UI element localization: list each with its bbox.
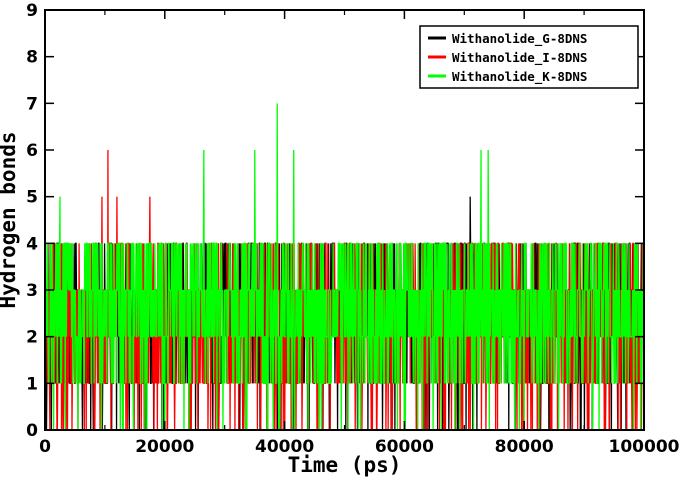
y-tick-label: 8	[26, 48, 38, 68]
y-tick-label: 1	[26, 374, 38, 394]
x-tick-label: 100000	[609, 437, 680, 457]
x-tick-label: 0	[39, 437, 51, 457]
legend-label-k: Withanolide_K-8DNS	[452, 69, 587, 85]
series-line-3	[44, 103, 644, 431]
x-axis-title: Time (ps)	[288, 453, 402, 477]
y-tick-label: 2	[26, 328, 38, 348]
y-axis-title: Hydrogen bonds	[0, 131, 20, 308]
y-tick-label: 5	[26, 188, 38, 208]
series-layer	[44, 103, 645, 431]
y-tick-label: 7	[26, 94, 38, 114]
x-tick-label: 60000	[375, 437, 434, 457]
y-tick-label: 0	[26, 421, 38, 441]
legend: Withanolide_G-8DNS Withanolide_I-8DNS Wi…	[419, 25, 639, 89]
x-tick-label: 80000	[495, 437, 554, 457]
y-tick-label: 9	[26, 1, 38, 21]
x-tick-label: 40000	[255, 437, 314, 457]
tick-layer: 0 20000 40000 60000 80000 100000 0 1 2 3 4 5 6 7 8 9	[26, 1, 679, 457]
x-tick-label: 20000	[135, 437, 194, 457]
y-tick-label: 3	[26, 281, 38, 301]
legend-label-i: Withanolide_I-8DNS	[452, 50, 587, 66]
legend-box	[419, 25, 639, 89]
y-tick-label: 4	[26, 234, 38, 254]
legend-label-g: Withanolide_G-8DNS	[452, 31, 587, 47]
y-tick-label: 6	[26, 141, 38, 161]
